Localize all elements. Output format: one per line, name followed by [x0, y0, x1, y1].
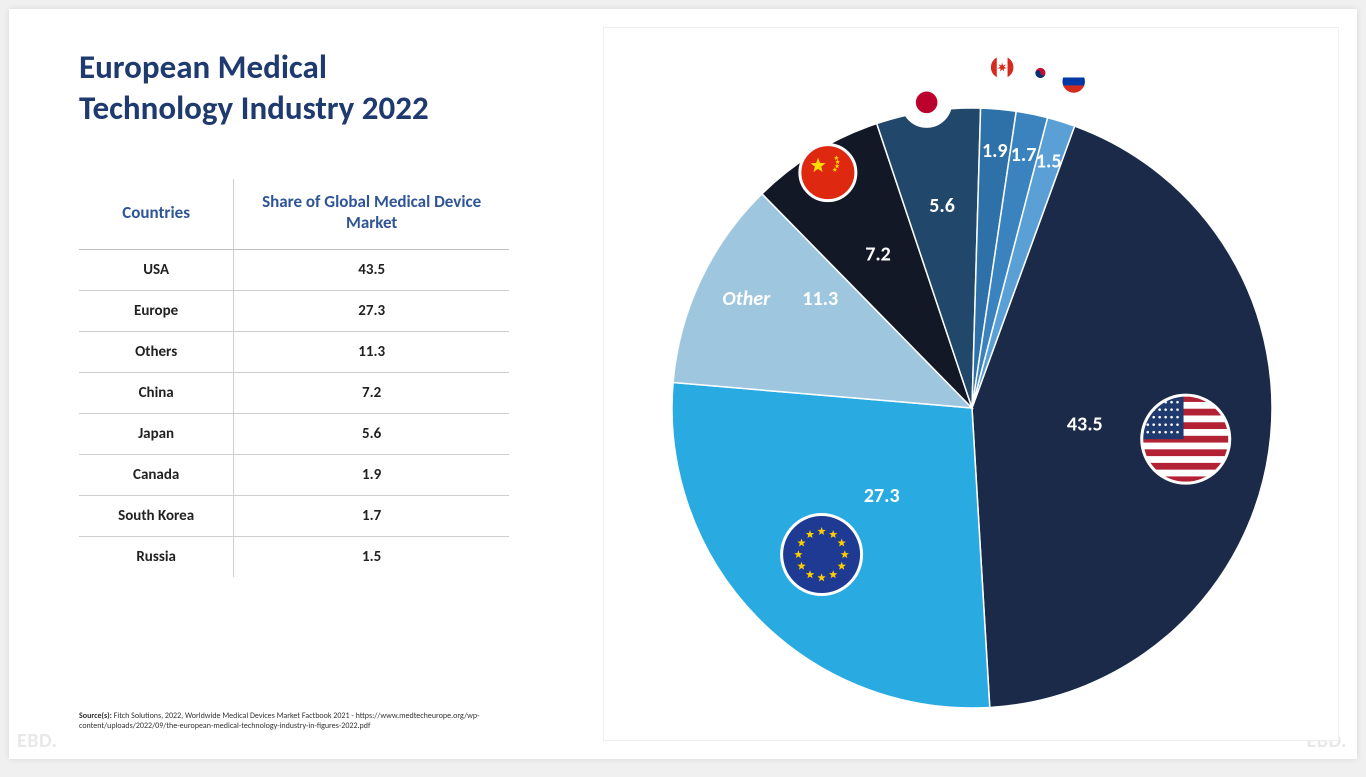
pie-chart: 43.5 27.3 Other 11.3 7.2 5.6 1.91.71.5 — [604, 28, 1340, 742]
table-row: USA43.5 — [79, 250, 509, 291]
other-label: Other — [722, 287, 771, 311]
cell-value: 1.7 — [234, 496, 509, 537]
flag-canada-icon — [990, 55, 1014, 79]
cell-country: China — [79, 373, 234, 414]
pie-value: 11.3 — [802, 287, 838, 311]
table-row: Europe27.3 — [79, 291, 509, 332]
cell-value: 43.5 — [234, 250, 509, 291]
cell-country: Others — [79, 332, 234, 373]
page-title: European Medical Technology Industry 202… — [79, 47, 429, 130]
pie-value: 1.9 — [982, 139, 1008, 163]
cell-country: Japan — [79, 414, 234, 455]
pie-value: 43.5 — [1067, 412, 1103, 436]
source-text: Fitch Solutions, 2022, Worldwide Medical… — [79, 711, 480, 731]
pie-value: 1.7 — [1011, 143, 1037, 167]
cell-value: 7.2 — [234, 373, 509, 414]
pie-value: 5.6 — [929, 194, 955, 218]
flag-usa-icon — [1142, 395, 1230, 483]
cell-country: USA — [79, 250, 234, 291]
table-row: Japan5.6 — [79, 414, 509, 455]
col-share: Share of Global Medical Device Market — [234, 179, 509, 250]
pie-chart-container: 43.5 27.3 Other 11.3 7.2 5.6 1.91.71.5 — [603, 27, 1339, 741]
title-line-2: Technology Industry 2022 — [79, 88, 429, 129]
cell-value: 1.9 — [234, 455, 509, 496]
title-line-1: European Medical — [79, 47, 429, 88]
cell-value: 1.5 — [234, 537, 509, 578]
cell-value: 11.3 — [234, 332, 509, 373]
cell-country: South Korea — [79, 496, 234, 537]
cell-country: Europe — [79, 291, 234, 332]
cell-value: 27.3 — [234, 291, 509, 332]
cell-country: Russia — [79, 537, 234, 578]
table-row: Others11.3 — [79, 332, 509, 373]
flag-japan-icon — [903, 78, 951, 126]
flag-korea-icon — [1028, 61, 1052, 85]
table-row: South Korea1.7 — [79, 496, 509, 537]
cell-country: Canada — [79, 455, 234, 496]
pie-value: 27.3 — [864, 484, 900, 508]
flag-china-icon — [800, 145, 856, 201]
cell-value: 5.6 — [234, 414, 509, 455]
table-row: China7.2 — [79, 373, 509, 414]
pie-value: 1.5 — [1036, 150, 1062, 174]
source-label: Source(s): — [79, 711, 112, 721]
flag-russia-icon — [1062, 69, 1086, 93]
table-row: Russia1.5 — [79, 537, 509, 578]
data-table: Countries Share of Global Medical Device… — [79, 179, 509, 577]
flag-eu-icon — [782, 515, 862, 595]
source-citation: Source(s): Fitch Solutions, 2022, Worldw… — [79, 711, 549, 731]
pie-value: 7.2 — [865, 242, 891, 266]
watermark-left: EBD. — [17, 729, 57, 753]
table-row: Canada1.9 — [79, 455, 509, 496]
slide-frame: European Medical Technology Industry 202… — [9, 9, 1357, 759]
col-countries: Countries — [79, 179, 234, 250]
